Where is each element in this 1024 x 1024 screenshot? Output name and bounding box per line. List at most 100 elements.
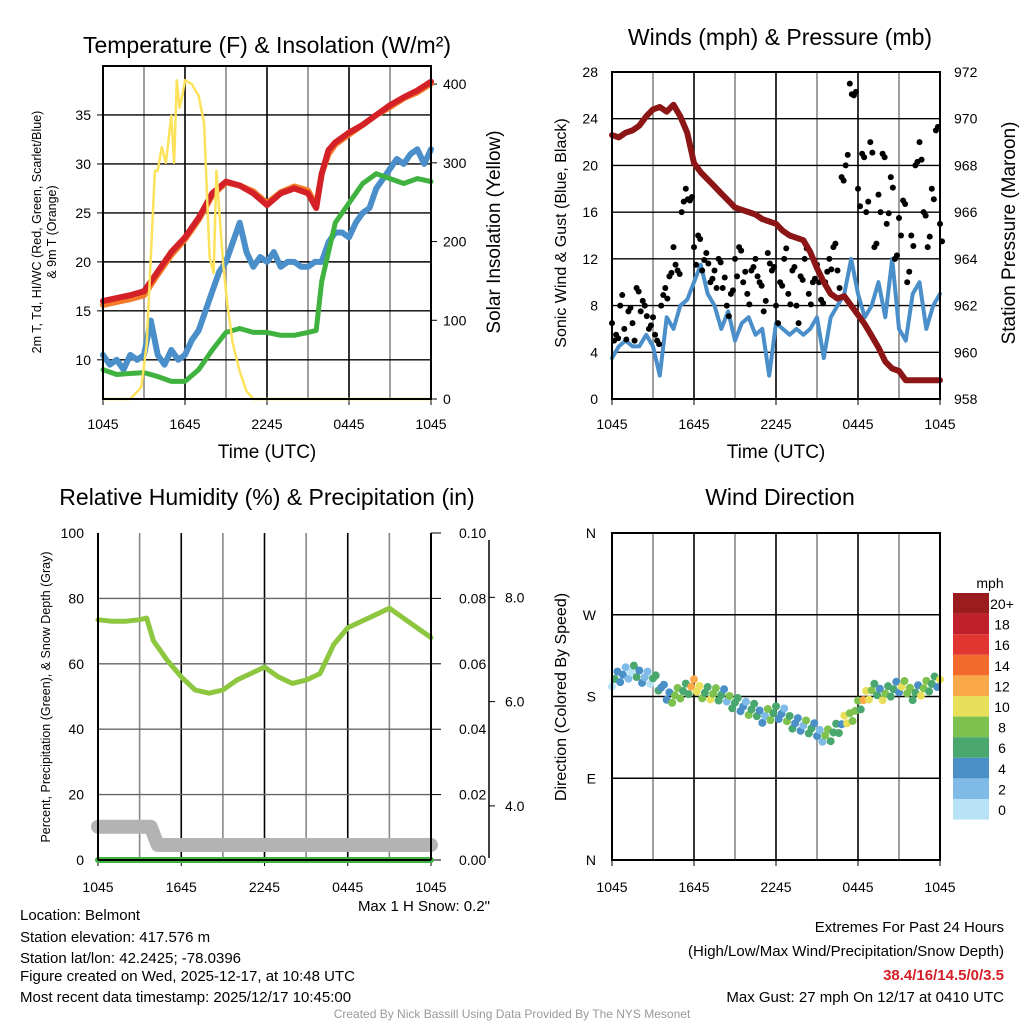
x-tick-label: 0445 bbox=[333, 416, 364, 432]
gust-point bbox=[738, 247, 745, 254]
gust-point bbox=[746, 301, 753, 308]
y-tick-label: N bbox=[586, 852, 596, 868]
gust-point bbox=[902, 200, 909, 207]
gust-point bbox=[885, 210, 892, 217]
wind-direction-point bbox=[878, 696, 887, 705]
extremes-values: 38.4/16/14.5/0/3.5 bbox=[883, 967, 1004, 984]
gust-point bbox=[930, 196, 937, 203]
gust-point bbox=[758, 282, 765, 289]
gust-point bbox=[926, 233, 933, 240]
y-tick-label: 35 bbox=[75, 107, 91, 123]
gust-point bbox=[906, 268, 913, 275]
gust-point bbox=[709, 275, 716, 282]
legend-swatch bbox=[953, 716, 989, 738]
gust-point bbox=[779, 282, 786, 289]
wind-direction-point bbox=[916, 691, 925, 700]
legend-label: 6 bbox=[998, 740, 1006, 756]
legend-label: 4 bbox=[998, 761, 1006, 777]
wind-direction-point bbox=[621, 663, 630, 672]
legend-swatch bbox=[953, 613, 989, 635]
rh-plot-area: 1045 1645 2245 0445 1045 0 0.00 20 0.02 40 0.04 60 0… bbox=[61, 525, 525, 895]
rh-y-axis-title: Percent, Precipitation (Green), & Snow D… bbox=[39, 551, 53, 842]
legend-label: 20+ bbox=[990, 596, 1014, 612]
y-tick-label: 28 bbox=[582, 64, 598, 80]
wind-direction-point bbox=[870, 679, 879, 688]
y-tick-label: 100 bbox=[61, 525, 85, 541]
wind-direction-point bbox=[780, 704, 789, 713]
gust-point bbox=[887, 174, 894, 181]
x-tick-label: 1045 bbox=[82, 879, 113, 895]
y-tick-label: W bbox=[583, 607, 597, 623]
wind-direction-point bbox=[905, 683, 914, 692]
gust-point bbox=[775, 320, 782, 327]
gust-point bbox=[805, 290, 812, 297]
gust-point bbox=[770, 264, 777, 271]
rh-chart-title: Relative Humidity (%) & Precipitation (i… bbox=[59, 484, 474, 510]
gust-point bbox=[844, 151, 851, 158]
wind-direction-point bbox=[886, 692, 895, 701]
wind-direction-point bbox=[813, 732, 821, 741]
precip-tick-label: 0.04 bbox=[459, 721, 486, 737]
y-right-tick-label: 100 bbox=[443, 312, 467, 328]
y-right-tick-label: 972 bbox=[954, 64, 978, 80]
gust-point bbox=[744, 290, 751, 297]
wind-x-axis-title: Time (UTC) bbox=[727, 442, 826, 463]
gust-point bbox=[846, 80, 853, 87]
wind-direction-point bbox=[687, 682, 696, 691]
x-tick-label: 2245 bbox=[760, 879, 791, 895]
wind-direction-point bbox=[684, 690, 693, 699]
gust-point bbox=[617, 302, 624, 309]
gust-point bbox=[863, 209, 870, 216]
series-2m-temp-line bbox=[100, 78, 434, 305]
wind-direction-point bbox=[821, 731, 830, 740]
gust-point bbox=[682, 185, 689, 192]
gust-point bbox=[639, 297, 646, 304]
gust-point bbox=[834, 267, 841, 274]
wind-direction-point bbox=[616, 678, 625, 687]
y-tick-label: 80 bbox=[68, 590, 84, 606]
gust-point bbox=[635, 288, 642, 295]
wind-plot-area: 1045 1645 2245 0445 1045 0 4 8 12 16 20 24 28 958 960 9… bbox=[582, 64, 977, 432]
wind-direction-point bbox=[690, 675, 698, 684]
gust-point bbox=[676, 271, 683, 278]
gust-point bbox=[840, 177, 847, 184]
gust-point bbox=[807, 301, 814, 308]
y-right-tick-label: 964 bbox=[954, 251, 978, 267]
gust-point bbox=[918, 156, 925, 163]
wind-direction-point bbox=[818, 737, 827, 746]
gust-point bbox=[711, 267, 718, 274]
plot-border bbox=[102, 65, 432, 400]
gust-point bbox=[820, 300, 827, 307]
gust-point bbox=[922, 212, 929, 219]
snow-annotation: Max 1 H Snow: 0.2" bbox=[358, 898, 490, 915]
gust-point bbox=[719, 285, 726, 292]
y-tick-label: S bbox=[587, 689, 596, 705]
series-windchill-line bbox=[100, 146, 434, 373]
gust-point bbox=[869, 149, 876, 156]
gust-point bbox=[904, 279, 911, 286]
gust-point bbox=[629, 320, 636, 327]
series-dewpoint-line bbox=[100, 171, 434, 384]
gust-point bbox=[754, 273, 761, 280]
y-tick-label: 10 bbox=[75, 352, 91, 368]
wind-direction-point bbox=[802, 716, 811, 725]
wind-y-axis-right-title: Station Pressure (Maroon) bbox=[999, 122, 1020, 345]
wind-direction-point bbox=[815, 725, 824, 734]
y-tick-label: 60 bbox=[68, 656, 84, 672]
y-tick-label: 12 bbox=[582, 251, 598, 267]
series-rh-line bbox=[95, 605, 434, 696]
x-tick-label: 0445 bbox=[842, 416, 873, 432]
gust-point bbox=[742, 268, 749, 275]
legend-label: 18 bbox=[994, 617, 1010, 633]
gust-point bbox=[924, 244, 931, 251]
created-text: Figure created on Wed, 2025-12-17, at 10… bbox=[20, 968, 355, 985]
wind-direction-point bbox=[733, 693, 742, 702]
x-tick-label: 1045 bbox=[415, 879, 446, 895]
wind-direction-point bbox=[627, 668, 636, 677]
wind-direction-point bbox=[635, 666, 644, 675]
wind-chart-title: Winds (mph) & Pressure (mb) bbox=[628, 24, 932, 50]
y-right-tick-label: 400 bbox=[443, 76, 467, 92]
gust-point bbox=[740, 279, 747, 286]
legend-title: mph bbox=[976, 575, 1003, 591]
